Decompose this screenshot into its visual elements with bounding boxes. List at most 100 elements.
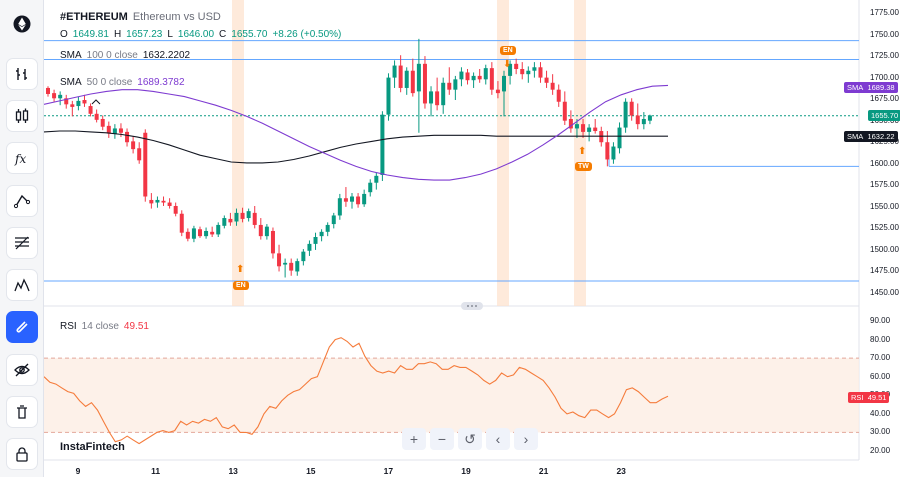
reset-chart-button[interactable]: ↺ [458,428,482,450]
bearish-candle [465,72,470,81]
bearish-candle [173,205,178,214]
sma50-name: SMA [60,77,82,88]
navigation-controls: + − ↺ ‹ › [402,428,538,450]
up-arrow-icon: ⬆ [236,264,245,275]
toolbar-button-delete-drawings[interactable] [6,396,38,428]
low-value: 1646.00 [177,29,215,40]
bullish-candle [58,94,63,99]
bullish-candle [441,82,446,106]
bullish-candle [301,251,306,262]
zoom-out-button[interactable]: − [430,428,454,450]
down-arrow-icon: ⬇ [503,59,512,70]
toolbar-button-fib-retracement[interactable] [6,227,38,259]
bearish-candle [106,125,111,134]
bearish-candle [356,196,361,205]
bullish-candle [295,261,300,272]
rsi-band-fill [44,358,859,433]
bullish-candle [641,118,646,125]
symbol-name: #ETHEREUM [60,11,128,23]
svg-text:fx: fx [14,152,26,166]
toolbar-button-trend-line[interactable] [6,185,38,217]
bullish-candle [337,198,342,216]
sma100-legend[interactable]: SMA 100 0 close 1632.2202 [60,50,190,61]
price-tick-label: 1600.00 [870,158,899,168]
bullish-candle [246,211,251,219]
bearish-candle [125,131,130,143]
toolbar-button-magnet[interactable] [6,311,38,343]
bullish-candle [374,175,379,183]
sma50-value: 1689.3782 [137,77,185,88]
rsi-line [44,337,669,445]
sma100-line [44,130,668,164]
bearish-candle [289,262,294,271]
rsi-legend[interactable]: RSI 14 close 49.51 [60,321,149,332]
bullish-candle [380,114,385,175]
bearish-candle [629,101,634,116]
toolbar-button-candles[interactable] [6,100,38,132]
sma50-params: 50 0 close [86,77,133,88]
bullish-candle [76,100,81,107]
bearish-candle [143,132,148,197]
close-value: 1655.70 [231,29,268,40]
up-arrow-icon: ⬆ [578,146,587,157]
date-tick-label: 9 [75,466,81,476]
bearish-candle [562,101,567,121]
rsi-tick-label: 60.00 [870,371,891,381]
bullish-candle [429,91,434,104]
price-tick-label: 1575.00 [870,180,899,190]
bullish-candle [453,79,458,90]
scroll-left-button[interactable]: ‹ [486,428,510,450]
open-value: 1649.81 [72,29,109,40]
bullish-candle [574,124,579,129]
rsi-tick-label: 30.00 [870,427,891,437]
signal-marker-en-1[interactable]: EN [233,281,249,290]
hide-drawings-icon [14,363,30,377]
scroll-right-button[interactable]: › [514,428,538,450]
zoom-in-button[interactable]: + [402,428,426,450]
bullish-candle [191,228,196,239]
bearish-candle [240,212,245,219]
bearish-candle [179,213,184,233]
signal-marker-tw[interactable]: TW [575,162,592,171]
session-highlight-band [232,0,244,306]
bearish-candle [270,230,275,254]
toolbar-button-bar-chart[interactable] [6,58,38,90]
sma100-price-badge: SMA 1632.22 [844,131,898,142]
brand-logo: InstaFintech [60,441,125,453]
toolbar-button-function[interactable]: fx [6,142,38,174]
price-tick-label: 1550.00 [870,201,899,211]
bearish-candle [118,128,123,133]
sma100-value: 1632.2202 [142,50,191,61]
bearish-candle [70,104,75,107]
bullish-candle [325,224,330,232]
low-label: L [167,29,173,40]
patterns-icon [14,278,30,292]
toolbar-button-hide-drawings[interactable] [6,354,38,386]
signal-marker-en-2[interactable]: EN [500,46,516,55]
pane-resize-handle[interactable] [461,302,483,310]
symbol-header: #ETHEREUM Ethereum vs USD [60,11,221,23]
bearish-candle [167,202,172,206]
bearish-candle [88,106,93,114]
rsi-badge-name: RSI [851,393,864,402]
rsi-value: 49.51 [123,321,149,332]
bullish-candle [313,237,318,244]
sma50-badge-name: SMA [847,83,864,92]
open-label: O [60,29,68,40]
bullish-candle [416,63,421,92]
bearish-candle [538,67,543,78]
price-tick-label: 1775.00 [870,8,899,17]
chart-canvas[interactable] [44,0,900,477]
bullish-candle [611,146,616,160]
sma50-legend[interactable]: SMA 50 0 close 1689.3782 [60,77,185,88]
function-icon: fx [14,152,26,166]
bearish-candle [185,231,190,239]
bullish-candle [386,77,391,115]
bearish-candle [198,229,202,237]
toolbar-button-patterns[interactable] [6,269,38,301]
bullish-candle [404,70,409,88]
bearish-candle [100,118,105,127]
bearish-candle [520,69,525,75]
toolbar-button-lock[interactable] [6,438,38,470]
chart-area[interactable]: #ETHEREUM Ethereum vs USD O 1649.81 H 16… [44,0,900,477]
